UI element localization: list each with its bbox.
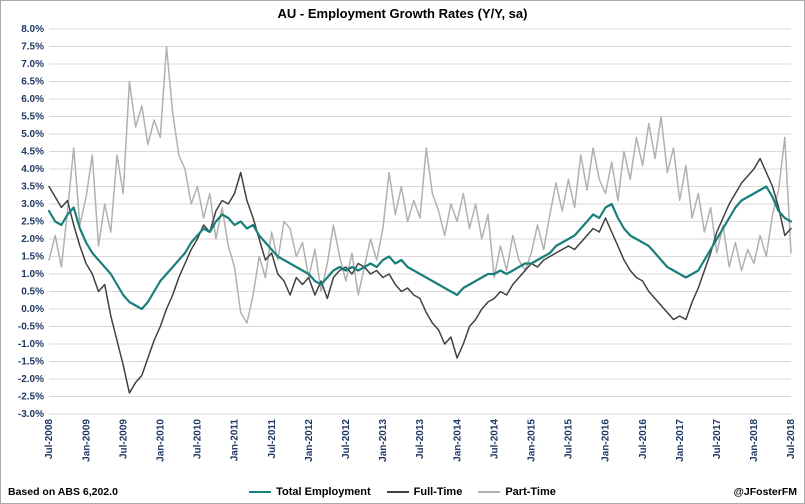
y-tick-label: 3.0% xyxy=(21,199,44,210)
y-tick-label: 4.5% xyxy=(21,147,44,158)
legend-item-full-time: Full-Time xyxy=(386,486,463,498)
y-tick-label: 2.0% xyxy=(21,234,44,245)
x-tick-label: Jan-2017 xyxy=(675,419,686,462)
y-tick-label: 4.0% xyxy=(21,164,44,175)
x-tick-label: Jul-2017 xyxy=(712,419,723,459)
x-tick-label: Jan-2014 xyxy=(452,419,463,462)
x-tick-label: Jul-2011 xyxy=(267,419,278,459)
x-tick-label: Jul-2012 xyxy=(341,419,352,459)
full-time-line-swatch xyxy=(386,491,409,493)
y-tick-label: 5.0% xyxy=(21,129,44,140)
x-tick-label: Jul-2013 xyxy=(415,419,426,459)
x-tick-label: Jan-2011 xyxy=(230,419,241,462)
x-tick-label: Jul-2008 xyxy=(44,419,55,459)
series-line-total-employment xyxy=(47,185,793,311)
y-tick-label: 5.5% xyxy=(21,112,44,123)
y-tick-label: 3.5% xyxy=(21,182,44,193)
x-tick-label: Jul-2010 xyxy=(193,419,204,459)
source-note: Based on ABS 6,202.0 xyxy=(8,486,118,498)
legend-item-total-employment: Total Employment xyxy=(249,486,371,498)
y-tick-label: -1.5% xyxy=(18,357,44,368)
x-tick-label: Jul-2015 xyxy=(564,419,575,459)
y-tick-label: 2.5% xyxy=(21,217,44,228)
y-tick-label: -2.5% xyxy=(18,392,44,403)
total-employment-line-swatch xyxy=(249,491,272,493)
y-tick-label: 0.5% xyxy=(21,287,44,298)
x-tick-label: Jan-2015 xyxy=(527,419,538,462)
x-tick-label: Jul-2009 xyxy=(118,419,129,459)
legend: Total Employment Full-Time Part-Time xyxy=(1,486,804,498)
x-tick-label: Jul-2016 xyxy=(638,419,649,459)
x-tick-label: Jan-2012 xyxy=(304,419,315,462)
x-tick-label: Jan-2010 xyxy=(156,419,167,462)
legend-label-full-time: Full-Time xyxy=(413,486,463,498)
y-tick-label: 0.0% xyxy=(21,304,44,315)
x-tick-label: Jul-2014 xyxy=(489,419,500,459)
series-line-part-time xyxy=(48,45,792,324)
y-tick-label: 1.5% xyxy=(21,252,44,263)
legend-label-part-time: Part-Time xyxy=(505,486,556,498)
y-tick-label: 1.0% xyxy=(21,269,44,280)
legend-label-total-employment: Total Employment xyxy=(276,486,371,498)
series-line-full-time xyxy=(48,157,792,394)
y-tick-label: -3.0% xyxy=(18,409,44,420)
x-tick-label: Jul-2018 xyxy=(786,419,797,459)
y-tick-label: 6.0% xyxy=(21,94,44,105)
y-tick-label: -2.0% xyxy=(18,374,44,385)
part-time-line-swatch xyxy=(478,491,501,493)
y-tick-label: 7.5% xyxy=(21,42,44,53)
y-tick-label: -0.5% xyxy=(18,322,44,333)
y-tick-label: -1.0% xyxy=(18,339,44,350)
y-tick-label: 6.5% xyxy=(21,77,44,88)
legend-item-part-time: Part-Time xyxy=(478,486,556,498)
author-handle: @JFosterFM xyxy=(733,486,797,498)
x-tick-label: Jan-2013 xyxy=(378,419,389,462)
y-tick-label: 8.0% xyxy=(21,24,44,35)
y-tick-label: 7.0% xyxy=(21,59,44,70)
chart-title: AU - Employment Growth Rates (Y/Y, sa) xyxy=(277,6,528,21)
x-tick-label: Jan-2016 xyxy=(601,419,612,462)
x-tick-label: Jan-2018 xyxy=(749,419,760,462)
x-tick-label: Jan-2009 xyxy=(81,419,92,462)
